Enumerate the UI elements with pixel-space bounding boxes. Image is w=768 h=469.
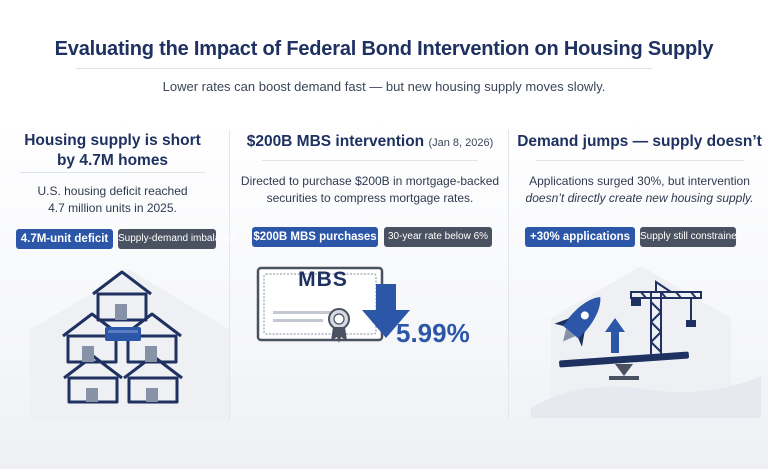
- page-subtitle: Lower rates can boost demand fast — but …: [162, 79, 606, 94]
- demand-body-line1: Applications surged 30%, but interventio…: [529, 174, 750, 188]
- imbalance-badge: Supply-demand imbalance: [118, 229, 236, 249]
- mbs-heading-date: (Jan 8, 2026): [428, 137, 494, 149]
- mbs-body: Directed to purchase $200B in mortgage-b…: [232, 173, 508, 207]
- rocket-crane-seesaw-icon: [531, 266, 761, 418]
- demand-body-line2: doesn’t directly create new housing supp…: [525, 191, 754, 205]
- page-title: Evaluating the Impact of Federal Bond In…: [54, 38, 714, 60]
- deficit-badge: 4.7M-unit deficit: [16, 229, 113, 249]
- housing-body-line1: U.S. housing deficit reached: [37, 184, 188, 198]
- mbs-body-line2: securities to compress mortgage rates.: [266, 191, 474, 205]
- mbs-heading: $200B MBS intervention (Jan 8, 2026): [232, 132, 508, 153]
- housing-heading-rule: [20, 172, 205, 173]
- housing-body-line2: 4.7 million units in 2025.: [48, 201, 177, 215]
- housing-heading: Housing supply is short by 4.7M homes: [0, 131, 225, 171]
- applications-badge: +30% applications: [525, 227, 635, 247]
- column-divider-1: [229, 130, 230, 420]
- demand-heading: Demand jumps — supply doesn’t: [517, 133, 762, 150]
- supply-badge: Supply still constrained: [640, 227, 742, 247]
- mbs-body-line1: Directed to purchase $200B in mortgage-b…: [240, 174, 500, 188]
- mbs-heading-text: $200B MBS intervention: [246, 133, 425, 150]
- housing-heading-line2: by 4.7M homes: [56, 152, 169, 169]
- column-divider-2: [508, 130, 509, 420]
- mbs-purchases-badge: $200B MBS purchases: [252, 227, 378, 247]
- title-divider: [76, 68, 652, 69]
- housing-body: U.S. housing deficit reached 4.7 million…: [0, 183, 225, 217]
- demand-body: Applications surged 30%, but interventio…: [511, 173, 768, 207]
- rate-value: 5.99%: [396, 318, 470, 348]
- certificate-label: MBS: [298, 268, 348, 291]
- housing-heading-line1: Housing supply is short: [24, 132, 201, 149]
- demand-heading-rule: [536, 160, 744, 161]
- mbs-heading-rule: [262, 160, 478, 161]
- arrow-down-icon: [362, 284, 410, 338]
- rate-badge: 30-year rate below 6%: [384, 227, 492, 247]
- houses-cluster-icon: [30, 270, 229, 420]
